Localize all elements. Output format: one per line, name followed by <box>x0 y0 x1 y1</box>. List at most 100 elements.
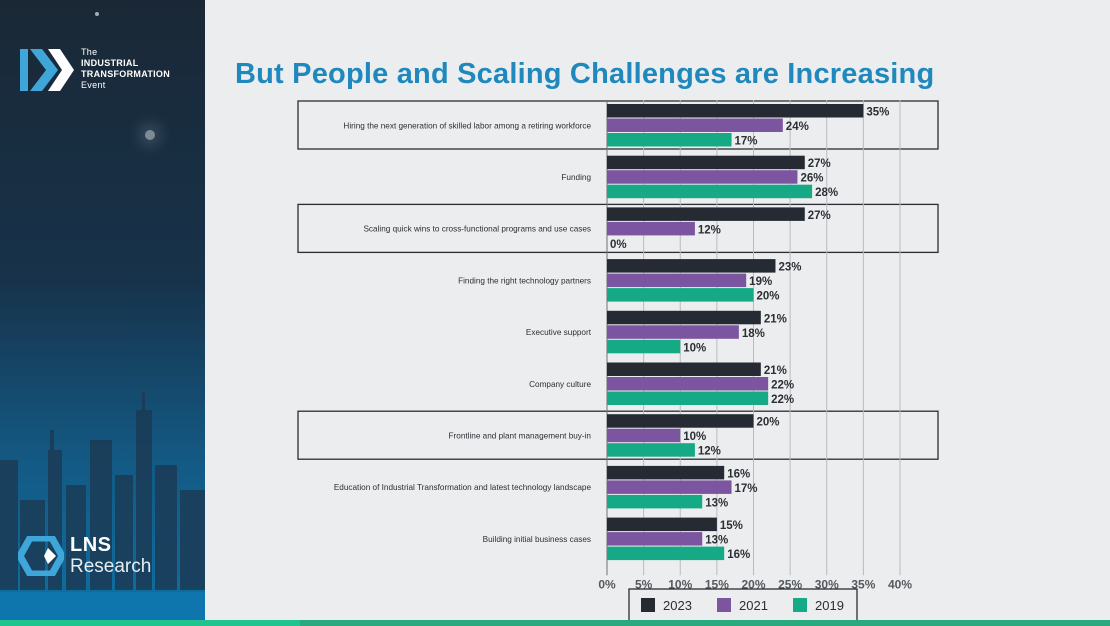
bar-2019 <box>607 443 695 457</box>
bar-2019 <box>607 133 732 147</box>
x-tick-label: 15% <box>705 577 729 591</box>
category-label: Building initial business cases <box>483 535 591 544</box>
bar-2019 <box>607 546 725 561</box>
value-label: 28% <box>815 187 838 199</box>
value-label: 19% <box>749 276 772 288</box>
value-label: 20% <box>757 291 780 303</box>
bar-2023 <box>607 414 754 428</box>
value-label: 27% <box>808 210 831 222</box>
lns-logo-icon <box>18 536 64 576</box>
slide-title: But People and Scaling Challenges are In… <box>235 58 935 90</box>
bar-2021 <box>607 118 783 132</box>
value-label: 12% <box>698 446 721 458</box>
bar-2023 <box>607 517 717 532</box>
category-label: Executive support <box>526 328 592 337</box>
bar-2023 <box>607 259 776 273</box>
legend-swatch-2019 <box>793 598 807 612</box>
light-flare <box>145 130 155 140</box>
value-label: 16% <box>727 468 750 480</box>
value-label: 17% <box>735 483 758 495</box>
value-label: 22% <box>771 394 794 406</box>
highlight-box <box>297 100 939 150</box>
event-line-industrial: INDUSTRIAL <box>81 58 139 68</box>
lns-research-wordmark: LNS Research <box>70 534 151 578</box>
category-label: Frontline and plant management buy-in <box>449 431 592 440</box>
value-label: 23% <box>778 262 801 274</box>
value-label: 13% <box>705 535 728 547</box>
value-label: 21% <box>764 365 787 377</box>
research-label: Research <box>70 556 152 577</box>
bottom-progress-segment <box>0 620 300 626</box>
value-label: 20% <box>757 417 780 429</box>
x-tick-label: 20% <box>741 577 765 591</box>
bar-2021 <box>607 170 798 184</box>
category-label: Funding <box>561 173 591 182</box>
bar-2019 <box>607 339 681 354</box>
bar-2023 <box>607 465 725 480</box>
value-label: 16% <box>727 549 750 561</box>
bar-2021 <box>607 273 747 288</box>
value-label: 18% <box>742 328 765 340</box>
x-tick-label: 30% <box>815 577 839 591</box>
category-label: Hiring the next generation of skilled la… <box>343 121 591 130</box>
bar-2021 <box>607 532 703 546</box>
highlight-box <box>297 203 939 254</box>
value-label: 15% <box>720 520 743 532</box>
slide-area <box>205 0 1110 620</box>
legend-label: 2021 <box>739 598 768 613</box>
legend-swatch-2023 <box>641 598 655 612</box>
category-label: Education of Industrial Transformation a… <box>334 483 592 492</box>
value-label: 10% <box>683 342 706 354</box>
light-dot <box>95 12 99 16</box>
value-label: 13% <box>705 497 728 509</box>
value-label: 27% <box>808 158 831 170</box>
value-label: 10% <box>683 431 706 443</box>
event-line-the: The <box>81 47 98 57</box>
bar-2021 <box>607 377 769 391</box>
x-tick-label: 10% <box>668 577 692 591</box>
event-name: The INDUSTRIAL TRANSFORMATION Event <box>81 47 170 91</box>
category-label: Company culture <box>529 380 591 389</box>
legend-label: 2023 <box>663 598 692 613</box>
bar-2021 <box>607 221 695 236</box>
value-label: 26% <box>800 173 823 185</box>
bar-2023 <box>607 104 864 118</box>
x-tick-label: 0% <box>598 577 616 591</box>
x-tick-label: 35% <box>851 577 875 591</box>
x-tick-label: 40% <box>888 577 912 591</box>
bottom-progress-strip <box>0 620 1110 626</box>
value-label: 17% <box>735 136 758 148</box>
bar-2023 <box>607 310 761 325</box>
x-tick-label: 25% <box>778 577 802 591</box>
value-label: 0% <box>610 239 627 251</box>
sidebar-bottom-band <box>0 592 205 620</box>
legend-swatch-2021 <box>717 598 731 612</box>
lns-label: LNS <box>70 534 112 556</box>
bar-2021 <box>607 480 732 494</box>
highlight-box <box>297 410 939 460</box>
bar-2023 <box>607 207 805 221</box>
bar-2021 <box>607 428 681 443</box>
value-label: 24% <box>786 121 809 133</box>
bar-2021 <box>607 325 739 339</box>
bar-2019 <box>607 184 813 199</box>
event-line-transformation: TRANSFORMATION <box>81 69 171 79</box>
x-tick-label: 5% <box>635 577 653 591</box>
value-label: 22% <box>771 380 794 392</box>
sidebar-branding <box>0 0 205 620</box>
ix-logo-icon <box>20 49 74 91</box>
value-label: 12% <box>698 224 721 236</box>
event-line-event: Event <box>81 80 106 90</box>
bar-2019 <box>607 391 769 405</box>
legend-label: 2019 <box>815 598 844 613</box>
category-label: Scaling quick wins to cross-functional p… <box>363 225 591 234</box>
bar-2019 <box>607 494 703 509</box>
bar-2023 <box>607 155 805 170</box>
value-label: 21% <box>764 313 787 325</box>
category-label: Finding the right technology partners <box>458 276 591 285</box>
bar-2023 <box>607 362 761 376</box>
city-skyline-graphic <box>0 392 205 590</box>
legend-box <box>628 588 858 623</box>
bar-2019 <box>607 288 754 302</box>
